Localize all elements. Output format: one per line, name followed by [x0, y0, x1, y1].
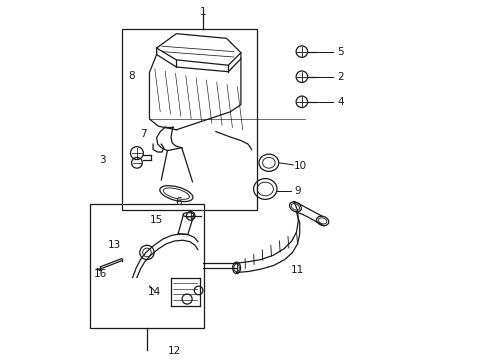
Text: 15: 15 [150, 215, 163, 225]
Text: 13: 13 [108, 240, 121, 250]
Text: 14: 14 [147, 287, 161, 297]
Text: 12: 12 [167, 346, 181, 356]
Text: 9: 9 [294, 186, 300, 197]
Text: 16: 16 [94, 269, 107, 279]
Bar [89, 204, 204, 328]
Text: 7: 7 [140, 129, 146, 139]
Text: 1: 1 [200, 7, 206, 17]
Text: 3: 3 [100, 155, 106, 165]
Text: 2: 2 [337, 72, 343, 82]
Text: 5: 5 [337, 46, 343, 57]
Bar [122, 30, 257, 211]
Text: 8: 8 [128, 71, 135, 81]
Text: 10: 10 [293, 161, 306, 171]
Text: 11: 11 [290, 265, 304, 275]
Text: 4: 4 [337, 97, 343, 107]
Text: 6: 6 [175, 197, 181, 207]
